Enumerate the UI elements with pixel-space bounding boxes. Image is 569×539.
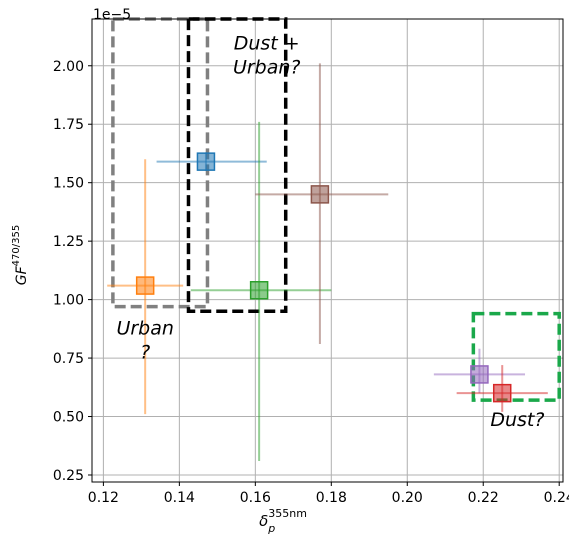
y-tick-label: 0.75 [53, 351, 84, 367]
annotation-text: Dust + Urban? [233, 32, 301, 78]
annotation-box [111, 17, 210, 309]
y-tick-label: 0.25 [53, 468, 84, 484]
grid [92, 19, 563, 482]
annotation-line: Dust + [234, 32, 300, 54]
annotation-text: Dust? [490, 409, 544, 431]
y-tick-label: 2.00 [53, 59, 84, 75]
x-tick-label: 0.24 [544, 490, 569, 506]
annotation-line: Urban [116, 318, 173, 340]
data-points [135, 152, 512, 403]
data-point [470, 365, 489, 384]
y-tick-label: 1.75 [53, 117, 84, 133]
x-axis-label: δp 355nm [259, 507, 307, 535]
y-tick-label: 1.25 [53, 234, 84, 250]
y-tick-label: 0.50 [53, 410, 84, 426]
offset-text: 1e−5 [93, 7, 131, 23]
annotation-line: Urban? [233, 56, 301, 78]
x-tick-label: 0.14 [164, 490, 195, 506]
annotations: Dust + Urban?Urban ?Dust? [116, 32, 544, 430]
annotation-text: Urban? [116, 318, 173, 364]
x-tick-label: 0.22 [468, 490, 499, 506]
y-axis-label-base: GF [14, 265, 30, 285]
data-point [249, 281, 269, 300]
y-axis-label-sup: 470/355 [11, 225, 22, 267]
y-axis-label: GF470/355 [11, 225, 30, 285]
x-axis-label-base: δ [259, 512, 268, 530]
data-point [135, 276, 155, 295]
x-tick-label: 0.16 [240, 490, 271, 506]
annotation-line: ? [140, 342, 150, 364]
x-tick-label: 0.12 [88, 490, 119, 506]
plot-frame [91, 18, 564, 483]
annotation-line: Dust? [490, 409, 544, 431]
y-tick-label: 1.00 [53, 293, 84, 309]
y-tick-label: 1.50 [53, 176, 84, 192]
x-axis-label-sup: 355nm [268, 507, 307, 520]
x-axis-label-sub: p [267, 522, 275, 535]
data-point [492, 383, 512, 403]
annotation-box [471, 311, 561, 402]
x-tick-label: 0.20 [392, 490, 423, 506]
data-point [310, 185, 330, 204]
ticks: 0.12 0.14 0.16 0.18 0.20 0.22 0.24 0.25 0.50 0.75… [53, 59, 569, 506]
data-point [196, 152, 216, 171]
x-tick-label: 0.18 [316, 490, 347, 506]
